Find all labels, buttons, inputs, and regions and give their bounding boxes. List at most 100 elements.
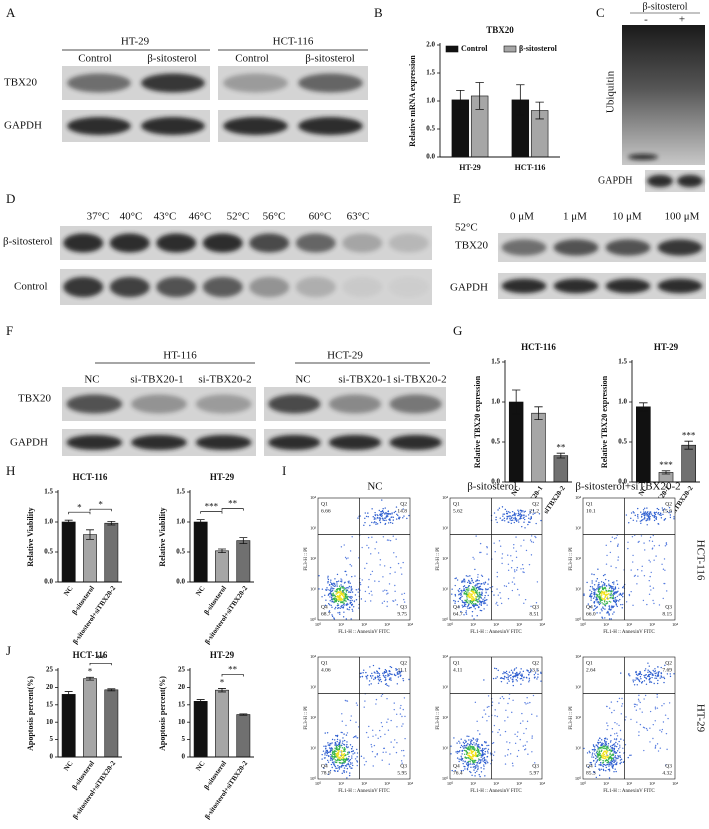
event-dot [655, 555, 657, 557]
event-dot [503, 671, 505, 673]
event-dot [649, 511, 652, 513]
event-dot [367, 586, 370, 588]
y-tick-label: 10¹ [442, 746, 449, 751]
event-dot [600, 754, 603, 756]
event-dot [331, 759, 333, 761]
error-bar [239, 713, 248, 716]
event-dot [627, 547, 629, 550]
event-dot [343, 587, 345, 589]
event-dot [392, 535, 394, 537]
event-dot [367, 736, 369, 738]
event-dot [643, 680, 646, 682]
event-dot [505, 670, 508, 673]
event-dot [327, 773, 330, 775]
event-dot [613, 583, 615, 585]
event-dot [467, 757, 469, 759]
y-axis-label: Relative mRNA expression [408, 55, 417, 147]
event-dot [335, 752, 337, 755]
event-dot [518, 513, 521, 516]
event-dot [395, 506, 398, 508]
event-dot [594, 591, 596, 593]
event-dot [522, 571, 524, 573]
event-dot [643, 727, 646, 729]
significance-bracket [89, 662, 112, 666]
event-dot [327, 744, 330, 746]
event-dot [653, 513, 656, 515]
event-dot [518, 521, 520, 523]
event-dot [471, 595, 473, 598]
event-dot [594, 765, 597, 767]
event-dot [478, 774, 480, 776]
event-dot [395, 713, 398, 715]
event-dot [622, 747, 624, 750]
event-dot [343, 611, 345, 613]
event-dot [591, 573, 593, 575]
y-tick-label: 10² [575, 715, 582, 720]
event-dot [468, 749, 470, 751]
event-dot [524, 701, 526, 704]
panel-label: A [6, 5, 16, 20]
event-dot [475, 749, 478, 752]
event-dot [370, 590, 372, 593]
event-dot [480, 601, 483, 604]
y-tick-label: 1.5 [426, 69, 435, 77]
x-tick-label: 10³ [649, 781, 656, 786]
event-dot [321, 758, 323, 760]
event-dot [380, 513, 382, 516]
event-dot [349, 744, 352, 746]
lane-label: si-TBX20-2 [198, 374, 251, 386]
event-dot [343, 755, 345, 758]
event-dot [333, 755, 336, 757]
event-dot [608, 707, 611, 709]
event-dot [399, 713, 402, 715]
event-dot [342, 602, 344, 604]
event-dot [463, 588, 465, 590]
event-dot [532, 509, 535, 511]
event-dot [644, 694, 647, 697]
event-dot [370, 743, 372, 746]
event-dot [327, 582, 329, 584]
event-dot [608, 756, 610, 759]
event-dot [330, 748, 332, 750]
event-dot [602, 768, 605, 771]
event-dot [347, 758, 350, 760]
event-dot [600, 744, 603, 747]
bar [104, 522, 119, 583]
band [328, 394, 382, 414]
event-dot [613, 537, 616, 540]
event-dot [486, 720, 488, 722]
event-dot [496, 576, 499, 578]
event-dot [324, 604, 327, 607]
event-dot [613, 759, 615, 762]
event-dot [506, 515, 508, 518]
bar [83, 678, 97, 758]
event-dot [393, 702, 395, 704]
event-dot [512, 671, 514, 673]
event-dot [381, 517, 384, 519]
event-dot [390, 516, 392, 519]
event-dot [597, 739, 600, 741]
quadrant-value: 2.64 [586, 667, 596, 673]
event-dot [356, 752, 359, 754]
significance-bracket [89, 508, 112, 512]
quadrant-label: Q4 [586, 604, 593, 610]
event-dot [651, 540, 654, 543]
event-dot [341, 753, 343, 756]
event-dot [515, 556, 518, 559]
y-tick-label: 10² [442, 556, 449, 561]
event-dot [356, 737, 358, 739]
event-dot [456, 742, 458, 744]
y-axis-label: Relative Viability [158, 507, 167, 566]
event-dot [598, 737, 601, 739]
event-dot [606, 761, 608, 764]
event-dot [455, 751, 457, 753]
event-dot [465, 591, 468, 593]
event-dot [356, 764, 358, 767]
lane-label: NC [84, 374, 99, 386]
event-dot [397, 517, 400, 520]
event-dot [379, 559, 382, 561]
y-tick-label: 0.5 [426, 125, 435, 133]
lane-label: 0 μM [510, 211, 534, 223]
y-tick-label: 25 [46, 666, 54, 674]
event-dot [460, 596, 462, 599]
